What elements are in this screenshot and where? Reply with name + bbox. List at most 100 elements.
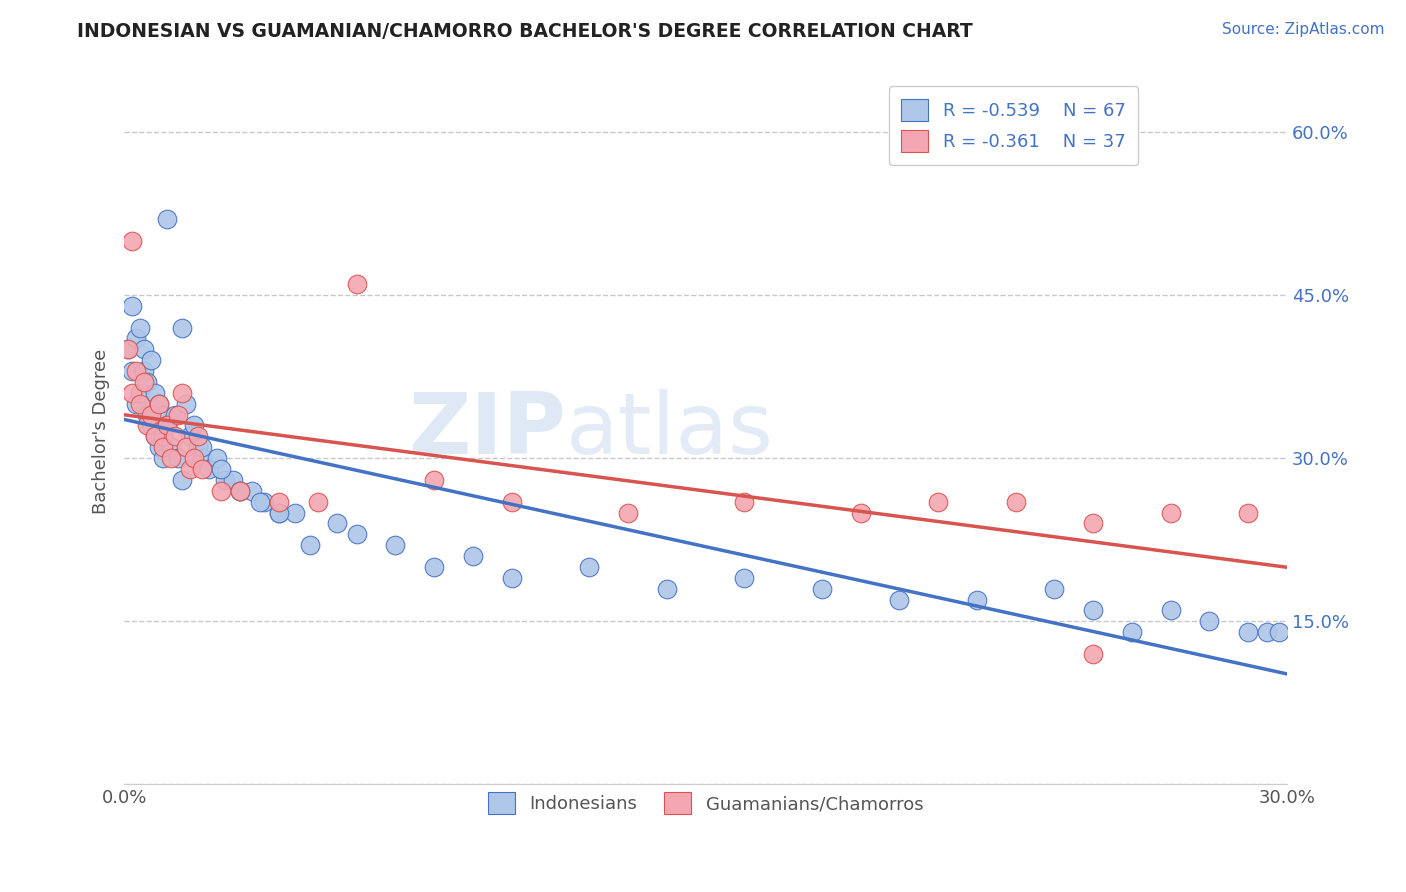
Point — [253, 494, 276, 508]
Point — [501, 494, 523, 508]
Point — [284, 506, 307, 520]
Point — [125, 331, 148, 345]
Point — [156, 211, 179, 226]
Point — [152, 440, 174, 454]
Point — [1160, 603, 1182, 617]
Point — [172, 473, 194, 487]
Point — [148, 397, 170, 411]
Point — [1081, 603, 1104, 617]
Point — [143, 429, 166, 443]
Point — [174, 440, 197, 454]
Point — [1237, 506, 1260, 520]
Point — [1043, 582, 1066, 596]
Point — [307, 494, 329, 508]
Point — [214, 473, 236, 487]
Point — [1198, 614, 1220, 628]
Text: INDONESIAN VS GUAMANIAN/CHAMORRO BACHELOR'S DEGREE CORRELATION CHART: INDONESIAN VS GUAMANIAN/CHAMORRO BACHELO… — [77, 22, 973, 41]
Point — [187, 440, 209, 454]
Point — [121, 385, 143, 400]
Point — [461, 549, 484, 563]
Point — [190, 440, 212, 454]
Point — [163, 429, 186, 443]
Point — [156, 418, 179, 433]
Point — [141, 408, 163, 422]
Point — [136, 418, 159, 433]
Point — [152, 451, 174, 466]
Point — [132, 364, 155, 378]
Point — [156, 418, 179, 433]
Point — [198, 462, 221, 476]
Point — [1160, 506, 1182, 520]
Point — [733, 571, 755, 585]
Point — [229, 483, 252, 498]
Legend: Indonesians, Guamanians/Chamorros: Indonesians, Guamanians/Chamorros — [477, 781, 934, 825]
Point — [148, 397, 170, 411]
Point — [167, 451, 190, 466]
Point — [143, 429, 166, 443]
Point — [927, 494, 949, 508]
Point — [346, 277, 368, 291]
Point — [183, 418, 205, 433]
Point — [159, 451, 181, 466]
Point — [849, 506, 872, 520]
Point — [1256, 625, 1278, 640]
Point — [167, 408, 190, 422]
Y-axis label: Bachelor's Degree: Bachelor's Degree — [93, 348, 110, 514]
Point — [121, 299, 143, 313]
Point — [269, 506, 291, 520]
Point — [132, 343, 155, 357]
Point — [423, 473, 446, 487]
Point — [209, 462, 232, 476]
Point — [183, 451, 205, 466]
Point — [1081, 647, 1104, 661]
Point — [966, 592, 988, 607]
Point — [889, 592, 911, 607]
Point — [136, 375, 159, 389]
Point — [163, 408, 186, 422]
Point — [141, 418, 163, 433]
Point — [1081, 516, 1104, 531]
Point — [578, 560, 600, 574]
Point — [187, 429, 209, 443]
Point — [172, 320, 194, 334]
Point — [132, 375, 155, 389]
Point — [384, 538, 406, 552]
Point — [148, 440, 170, 454]
Point — [179, 462, 201, 476]
Point — [733, 494, 755, 508]
Point — [1237, 625, 1260, 640]
Point — [207, 451, 229, 466]
Point — [240, 483, 263, 498]
Point — [326, 516, 349, 531]
Point — [269, 506, 291, 520]
Point — [346, 527, 368, 541]
Point — [1121, 625, 1143, 640]
Point — [152, 408, 174, 422]
Point — [229, 483, 252, 498]
Point — [128, 320, 150, 334]
Point — [128, 385, 150, 400]
Point — [501, 571, 523, 585]
Point — [117, 343, 139, 357]
Point — [269, 494, 291, 508]
Point — [125, 364, 148, 378]
Point — [190, 451, 212, 466]
Point — [152, 429, 174, 443]
Point — [117, 343, 139, 357]
Point — [143, 385, 166, 400]
Point — [121, 364, 143, 378]
Text: atlas: atlas — [567, 390, 775, 473]
Point — [810, 582, 832, 596]
Point — [190, 462, 212, 476]
Point — [209, 483, 232, 498]
Point — [222, 473, 245, 487]
Point — [423, 560, 446, 574]
Point — [1004, 494, 1026, 508]
Point — [1268, 625, 1291, 640]
Point — [136, 408, 159, 422]
Point — [174, 397, 197, 411]
Point — [179, 429, 201, 443]
Point — [141, 353, 163, 368]
Point — [299, 538, 322, 552]
Point — [249, 494, 271, 508]
